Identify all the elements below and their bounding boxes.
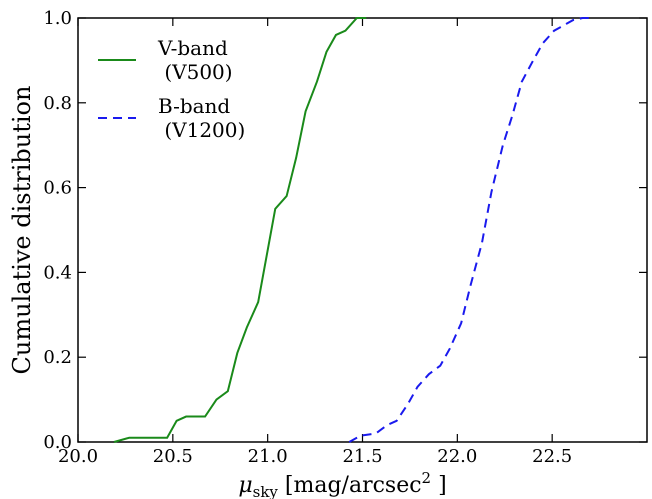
x-tick-label: 22.5 [532, 446, 572, 467]
series-line [348, 17, 592, 443]
x-tick-label: 21.0 [248, 446, 288, 467]
y-tick-label: 0.4 [43, 262, 72, 283]
legend-label: B-band (V1200) [158, 94, 245, 142]
x-axis-label: μsky [mag/arcsec2 ] [238, 469, 446, 499]
x-tick-label: 22.0 [437, 446, 477, 467]
y-tick-label: 0.2 [43, 347, 72, 368]
y-tick-label: 0.0 [43, 432, 72, 453]
y-tick-label: 1.0 [43, 8, 72, 29]
series-line [113, 17, 367, 443]
y-axis-label: Cumulative distribution [8, 86, 36, 375]
x-tick-label: 21.5 [342, 446, 382, 467]
legend-label: V-band (V500) [157, 36, 233, 84]
y-tick-label: 0.8 [43, 93, 72, 114]
x-tick-label: 20.0 [58, 446, 98, 467]
y-tick-label: 0.6 [43, 178, 72, 199]
x-tick-label: 20.5 [153, 446, 193, 467]
